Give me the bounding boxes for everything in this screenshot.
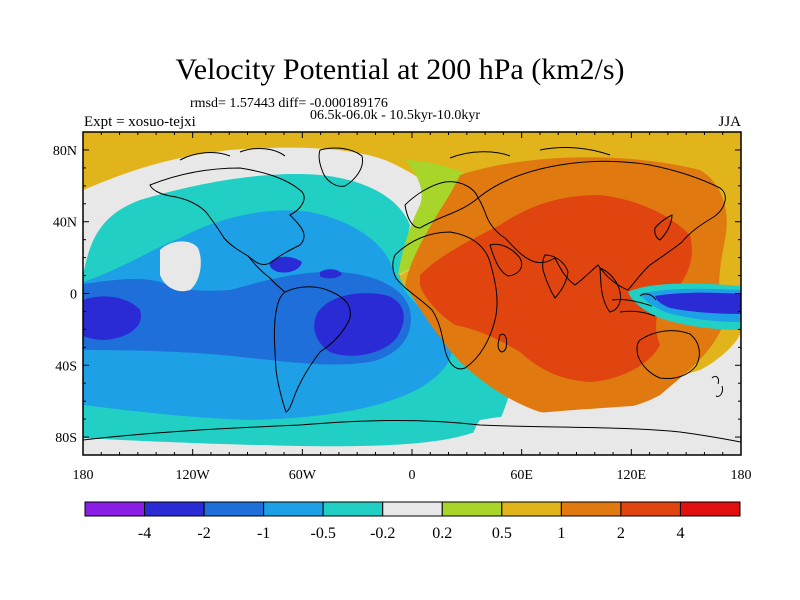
colorbar-swatch (84, 501, 146, 517)
colorbar-swatch (144, 501, 205, 517)
colorbar: -4 -2 -1 -0.5 -0.2 0.2 0.5 1 2 4 (84, 501, 741, 542)
coast-southeast-asia (599, 267, 621, 313)
period-line: 06.5k-06.0k - 10.5kyr-10.0kyr (310, 108, 481, 123)
coast-eurasia (477, 160, 726, 291)
colorbar-swatch (322, 501, 384, 517)
coast-arctic-islands (179, 147, 611, 161)
colorbar-swatch (441, 501, 503, 517)
colorbar-swatch (382, 501, 443, 517)
colorbar-label: 0.5 (492, 525, 512, 542)
map-title: Velocity Potential at 200 hPa (km2/s) (175, 53, 625, 86)
coast-greenland (318, 147, 364, 187)
colorbar-swatch (501, 501, 562, 517)
colorbar-label: -2 (197, 525, 210, 542)
colorbar-swatch (263, 501, 324, 517)
x-tick-label: 60W (289, 468, 317, 483)
contour-core-darkblue-wpac (655, 292, 741, 314)
colorbar-label: 2 (617, 525, 625, 542)
colorbar-label: 0.2 (432, 525, 452, 542)
experiment-label: Expt = xosuo-tejxi (84, 114, 196, 130)
coast-europe (404, 181, 479, 229)
contour-core-darkblue-caribbean (269, 256, 302, 273)
coast-south-america (273, 286, 351, 413)
contour-arc-grey-north (170, 151, 405, 190)
coast-madagascar (497, 333, 508, 353)
x-tick-label: 180 (73, 468, 94, 483)
colorbar-swatch (560, 501, 622, 517)
y-tick-label: 80S (55, 431, 77, 446)
coast-india (542, 254, 569, 299)
colorbar-label: 4 (676, 525, 684, 542)
contour-core-red (420, 195, 692, 382)
colorbar-swatch (679, 501, 741, 517)
coast-antarctica (83, 419, 741, 443)
x-tick-label: 120E (617, 468, 647, 483)
x-tick-label: 120W (176, 468, 211, 483)
x-tick-label: 180 (731, 468, 752, 483)
contour-band-grey-south (470, 398, 741, 455)
colorbar-label: -4 (138, 525, 151, 542)
coastlines (83, 147, 741, 443)
colorbar-swatch (203, 501, 265, 517)
colorbar-label: 1 (557, 525, 565, 542)
stats-line: rmsd= 1.57443 diff= -0.000189176 (190, 96, 388, 111)
contour-core-darkblue-atlantic (314, 293, 404, 356)
colorbar-label: -1 (257, 525, 270, 542)
coast-arabia (489, 243, 523, 277)
coast-australia (636, 330, 700, 379)
x-tick-label: 0 (409, 468, 416, 483)
contour-blob-grey-pacific (160, 241, 201, 292)
season-label: JJA (718, 114, 741, 130)
coast-central-america (247, 255, 286, 293)
colorbar-label: -0.5 (311, 525, 336, 542)
axis-ticks: 180 120W 60W 0 60E 120E 180 80N 40N 0 40S 80S (53, 132, 752, 483)
colorbar-swatch (620, 501, 681, 517)
y-tick-label: 40S (55, 359, 77, 374)
colorbar-label: -0.2 (370, 525, 395, 542)
coast-maritime-continent (611, 293, 657, 317)
x-tick-label: 60E (510, 468, 533, 483)
coast-north-america (149, 167, 305, 265)
y-tick-label: 80N (53, 144, 77, 159)
contour-core-darkblue-small (320, 269, 342, 279)
coast-japan (654, 214, 673, 241)
coast-new-zealand (711, 375, 723, 397)
y-tick-label: 40N (53, 216, 77, 231)
y-tick-label: 0 (70, 288, 77, 303)
contour-core-darkblue-pacific (83, 296, 141, 340)
coast-africa (392, 231, 498, 370)
